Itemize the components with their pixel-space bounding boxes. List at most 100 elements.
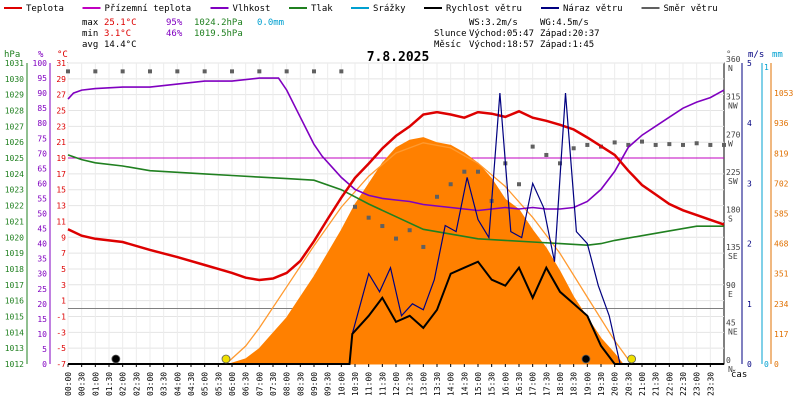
wind-direction-point-14 <box>394 236 398 241</box>
temperature-tick-label-9: 11 <box>56 217 66 226</box>
temperature-tick-label-8: 9 <box>61 233 66 242</box>
x-tick-label-14: 07:00 <box>255 372 264 396</box>
humidity-tick-label-17: 85 <box>37 104 47 113</box>
wind-direction-point-12 <box>366 215 371 220</box>
legend-label-5: Rychlost větru <box>446 4 522 14</box>
humidity-tick-label-13: 65 <box>37 164 47 173</box>
pressure-line <box>67 154 724 247</box>
direction-tick-dir-2: E <box>728 290 733 299</box>
wind-direction-point-3 <box>148 69 152 74</box>
legend-label-4: Srážky <box>373 4 406 14</box>
sun-rise: Východ:05:47 <box>469 29 534 39</box>
temperature-tick-label-4: 1 <box>61 297 66 306</box>
direction-tick-value-0: 0 <box>726 356 731 365</box>
pressure-tick-label-10: 1022 <box>5 202 24 211</box>
stats-max-hum: 95% <box>166 18 183 28</box>
solar-tick-label-5: 585 <box>774 210 789 219</box>
solar-tick-label-8: 936 <box>774 119 789 128</box>
x-tick-label-40: 20:00 <box>611 372 620 396</box>
temperature-tick-label-12: 17 <box>56 170 66 179</box>
wind-gust-summary: WG:4.5m/s <box>540 18 589 28</box>
pressure-tick-label-4: 1016 <box>5 297 24 306</box>
x-tick-label-8: 04:00 <box>173 372 182 396</box>
wind-direction-point-7 <box>257 69 262 74</box>
wind-direction-point-25 <box>544 152 549 157</box>
solar-tick-label-7: 819 <box>774 149 789 158</box>
solar-tick-label-0: 0 <box>774 360 779 369</box>
moon-set-marker <box>111 354 121 364</box>
temperature-tick-label-11: 15 <box>56 186 66 195</box>
x-tick-label-6: 03:00 <box>146 372 155 396</box>
pressure-tick-label-7: 1019 <box>5 249 24 258</box>
wind-direction-point-37 <box>708 142 713 147</box>
x-tick-label-31: 15:30 <box>488 372 497 396</box>
temperature-tick-label-14: 21 <box>56 138 66 147</box>
pressure-tick-label-6: 1018 <box>5 265 24 274</box>
wind-direction-point-23 <box>517 182 521 187</box>
x-tick-label-25: 12:30 <box>406 372 415 396</box>
wind-speed-summary: WS:3.2m/s <box>469 18 518 28</box>
stats-min-press: 1019.5hPa <box>194 29 243 39</box>
wind-gust-line <box>68 93 724 365</box>
wind-direction-point-28 <box>585 142 590 147</box>
temperature-tick-label-19: 31 <box>56 59 66 68</box>
wind-tick-label-3: 3 <box>747 179 752 188</box>
x-tick-label-42: 21:00 <box>638 372 647 396</box>
humidity-tick-label-12: 60 <box>37 179 47 188</box>
humidity-tick-label-5: 25 <box>37 285 47 294</box>
x-tick-label-9: 04:30 <box>187 372 196 396</box>
wind-tick-label-2: 2 <box>747 240 752 249</box>
stats-avg-temp: 14.4°C <box>104 40 137 50</box>
temperature-tick-label-3: -1 <box>56 312 66 321</box>
legend-label-6: Náraz větru <box>563 4 623 14</box>
wind-tick-label-0: 0 <box>747 360 752 369</box>
x-tick-label-32: 16:00 <box>501 372 510 396</box>
wind-direction-point-10 <box>339 69 344 74</box>
x-tick-label-2: 01:00 <box>91 372 100 396</box>
wind-layer <box>68 93 724 365</box>
pressure-tick-label-13: 1025 <box>5 154 24 163</box>
temperature-unit: °C <box>57 50 68 60</box>
direction-tick-dir-1: NE <box>728 327 738 336</box>
humidity-line <box>67 77 725 212</box>
wind-direction-point-4 <box>175 69 180 74</box>
x-tick-label-44: 22:00 <box>665 372 674 396</box>
direction-tick-value-8: 360 <box>726 55 741 64</box>
direction-tick-value-1: 45 <box>726 318 736 327</box>
x-tick-label-0: 00:00 <box>64 372 73 396</box>
sunrise-marker <box>221 354 231 364</box>
solar-radiation-area <box>229 137 624 365</box>
stats-max-press: 1024.2hPa <box>194 18 243 28</box>
rain-tick-label-0: 0 <box>764 360 769 369</box>
wind-direction-point-30 <box>612 140 617 145</box>
wind-direction-point-36 <box>694 141 699 146</box>
direction-tick-dir-8: N <box>728 64 733 73</box>
x-tick-label-23: 11:30 <box>378 372 387 396</box>
humidity-tick-label-20: 100 <box>33 59 48 68</box>
wind-direction-point-16 <box>421 244 426 249</box>
stats-block: max 25.1°C 95% 1024.2hPa 0.0mm min 3.1°C… <box>82 18 284 50</box>
wind-tick-label-1: 1 <box>747 300 752 309</box>
clear-sky-radiation-line <box>225 142 633 365</box>
time-unit: čas <box>731 369 747 380</box>
pressure-tick-label-11: 1023 <box>5 186 24 195</box>
stats-avg-label: avg <box>82 40 98 50</box>
stats-min-label: min <box>82 29 98 39</box>
legend-label-1: Přízemní teplota <box>105 4 192 14</box>
temperature-line <box>67 109 725 282</box>
wind-direction-point-2 <box>120 69 125 74</box>
pressure-tick-label-0: 1012 <box>5 360 24 369</box>
pressure-tick-label-18: 1030 <box>5 75 24 84</box>
humidity-tick-label-19: 95 <box>37 74 47 83</box>
x-tick-label-16: 08:00 <box>283 372 292 396</box>
x-tick-label-37: 18:30 <box>570 372 579 396</box>
x-tick-label-47: 23:30 <box>706 372 715 396</box>
humidity-tick-label-15: 75 <box>37 134 47 143</box>
direction-tick-dir-6: W <box>728 139 733 148</box>
x-tick-label-38: 19:00 <box>583 372 592 396</box>
humidity-tick-label-2: 10 <box>37 330 47 339</box>
temperature-tick-label-1: -5 <box>56 344 66 353</box>
temperature-tick-label-13: 19 <box>56 154 66 163</box>
temperature-tick-label-0: -7 <box>56 360 66 369</box>
x-tick-label-1: 00:30 <box>78 372 87 396</box>
